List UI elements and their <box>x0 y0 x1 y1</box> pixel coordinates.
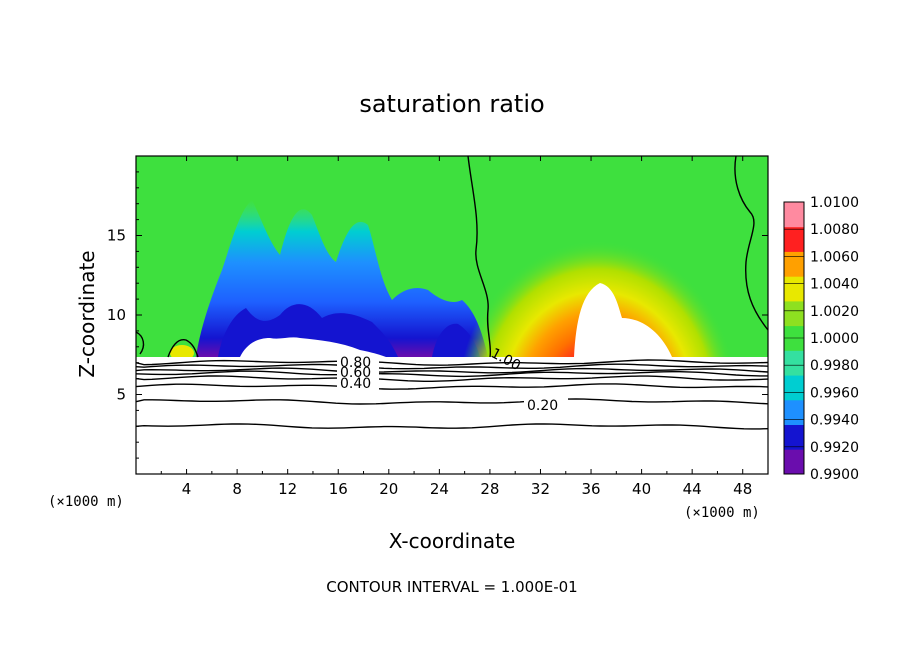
contour-label-0-40: 0.40 <box>340 376 371 392</box>
colorbar-label: 0.9940 <box>810 413 859 429</box>
contour-1-00-left <box>135 331 145 355</box>
y-tick-label: 10 <box>107 306 126 324</box>
colorbar-band <box>784 449 804 475</box>
x-tick-label: 20 <box>379 480 398 498</box>
colorbar-bands <box>784 202 804 475</box>
x-tick-label: 44 <box>683 480 702 498</box>
contour-label-0-20: 0.20 <box>527 398 558 414</box>
x-axis-label: X-coordinate <box>389 529 516 553</box>
x-unit-left: (×1000 m) <box>48 494 124 510</box>
colorbar-band <box>784 251 804 277</box>
contour-level-0-10 <box>135 423 769 430</box>
colorbar-label: 0.9960 <box>810 385 859 401</box>
x-axis-ticks <box>160 156 744 474</box>
x-tick-label: 36 <box>581 480 600 498</box>
colorbar-band <box>784 226 804 252</box>
colorbar-label: 1.0000 <box>810 331 859 347</box>
colorbar-label: 0.9980 <box>810 358 859 374</box>
colorbar-label: 0.9920 <box>810 440 859 456</box>
colorbar-band <box>784 350 804 376</box>
x-tick-label: 16 <box>329 480 348 498</box>
colorbar-band <box>784 300 804 327</box>
colorbar-label: 1.0100 <box>810 195 859 211</box>
level-lines <box>135 359 769 430</box>
y-tick-label: 15 <box>107 227 126 245</box>
colorbar-labels: 1.0100 1.0080 1.0060 1.0040 1.0020 1.0000 0.99… <box>784 195 859 483</box>
left-warm-spot <box>170 345 194 357</box>
colorbar-band <box>784 276 804 302</box>
colorbar-label: 1.0060 <box>810 249 859 265</box>
x-tick-label: 8 <box>232 480 242 498</box>
contour-label-0-60: 0.60 <box>340 365 371 381</box>
colorbar-label: 1.0040 <box>810 277 859 293</box>
x-tick-label: 24 <box>430 480 449 498</box>
colorbar-band <box>784 399 804 425</box>
chart-title: saturation ratio <box>359 90 544 118</box>
colorbar-label: 1.0080 <box>810 222 859 238</box>
contour-level-0-60 <box>135 367 769 374</box>
contour-lines <box>135 155 769 358</box>
dome-region <box>458 170 738 357</box>
colorbar: 1.0100 1.0080 1.0060 1.0040 1.0020 1.0000 0.99… <box>783 195 859 483</box>
x-tick-label: 12 <box>278 480 297 498</box>
colorbar-band <box>784 375 804 401</box>
contour-1-00-right <box>734 155 769 331</box>
y-axis-tick-labels: 5 10 15 <box>107 227 126 404</box>
contour-1-00-spot <box>167 339 199 358</box>
contour-label-0-80: 0.80 <box>340 355 371 371</box>
contour-1-00 <box>467 155 492 358</box>
plume-core-white <box>240 337 386 357</box>
x-tick-label: 48 <box>733 480 752 498</box>
dome-core <box>574 283 672 357</box>
y-tick-label: 5 <box>116 386 126 404</box>
contour-level-0-80 <box>135 359 769 366</box>
plume-region <box>196 200 488 357</box>
x-tick-label: 32 <box>531 480 550 498</box>
field-area <box>136 156 768 357</box>
contour-interval-note: CONTOUR INTERVAL = 1.000E-01 <box>326 578 577 596</box>
x-tick-label: 28 <box>480 480 499 498</box>
x-unit-right: (×1000 m) <box>684 505 760 521</box>
contour-level-0-30 <box>135 383 769 390</box>
contour-level-0-20 <box>135 398 769 405</box>
colorbar-label: 0.9900 <box>810 467 859 483</box>
colorbar-band <box>784 202 804 228</box>
contour-level-0-50 <box>135 370 768 378</box>
x-axis-tick-labels: 4 8 12 16 20 24 28 32 36 40 44 48 <box>182 480 752 498</box>
colorbar-label: 1.0020 <box>810 304 859 320</box>
contour-level-0-40 <box>135 375 769 382</box>
y-axis-ticks <box>136 171 768 459</box>
colorbar-band <box>784 424 804 450</box>
contour-level-0-70 <box>135 363 769 370</box>
x-tick-label: 40 <box>632 480 651 498</box>
x-tick-label: 4 <box>182 480 192 498</box>
y-axis-label: Z-coordinate <box>75 250 99 377</box>
